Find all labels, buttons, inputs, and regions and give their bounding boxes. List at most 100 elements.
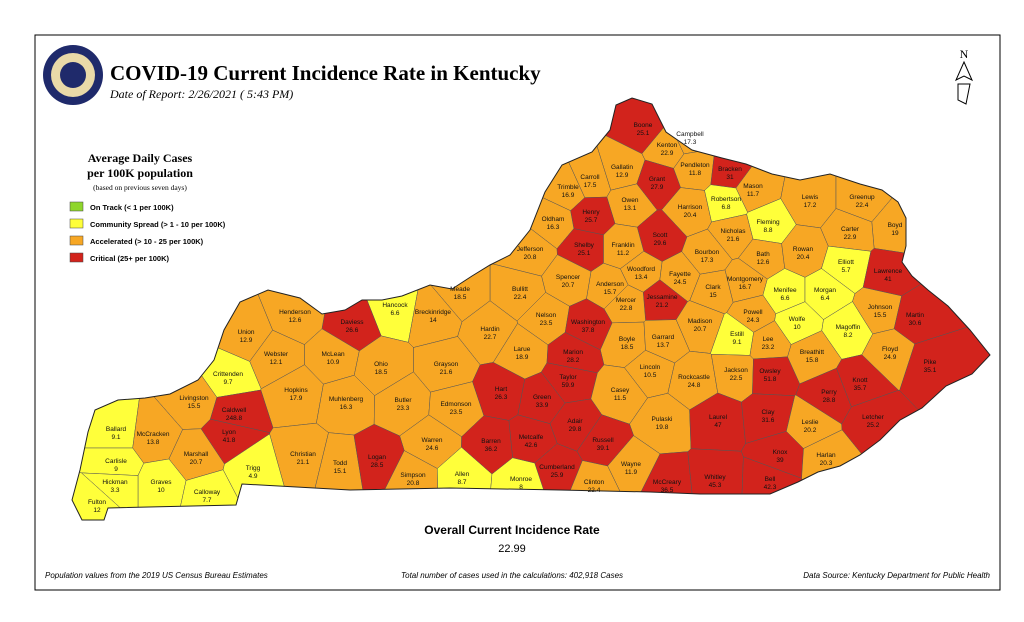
county-name: Harrison bbox=[678, 204, 703, 211]
county-name: Estill bbox=[730, 331, 744, 338]
county-value: 11.5 bbox=[614, 395, 627, 402]
county-name: Owen bbox=[622, 197, 639, 204]
county-name: Bell bbox=[765, 476, 776, 483]
footer-left: Population values from the 2019 US Censu… bbox=[45, 571, 268, 580]
county-name: Wayne bbox=[621, 461, 641, 468]
county-value: 13.8 bbox=[147, 439, 160, 446]
county-value: 29.6 bbox=[654, 240, 667, 247]
county bbox=[137, 458, 187, 520]
county-name: Hickman bbox=[102, 479, 128, 486]
county-value: 28.2 bbox=[567, 357, 580, 364]
county-name: Boyle bbox=[619, 336, 636, 343]
county-value: 9.1 bbox=[732, 339, 741, 346]
county-name: Hart bbox=[495, 386, 507, 393]
county-name: Menifee bbox=[773, 287, 797, 294]
county-name: Jefferson bbox=[517, 246, 544, 253]
county-name: Fulton bbox=[88, 499, 106, 506]
legend-label: Critical (25+ per 100K) bbox=[90, 254, 169, 263]
county-value: 23.5 bbox=[540, 320, 553, 327]
county-name: Trimble bbox=[557, 184, 579, 191]
county bbox=[72, 193, 142, 449]
county-name: Lawrence bbox=[874, 268, 903, 275]
county-name: Adair bbox=[567, 418, 583, 425]
county-value: 25.9 bbox=[551, 472, 564, 479]
county-value: 6.8 bbox=[721, 204, 730, 211]
county-value: 15.5 bbox=[188, 403, 201, 410]
county-value: 41 bbox=[884, 276, 892, 283]
county-name: Johnson bbox=[868, 304, 893, 311]
county-value: 22.9 bbox=[661, 150, 674, 157]
county-value: 14 bbox=[429, 317, 437, 324]
county-value: 23.3 bbox=[397, 405, 410, 412]
county-value: 16.3 bbox=[547, 224, 560, 231]
county-value: 11.9 bbox=[625, 469, 638, 476]
summary-value: 22.99 bbox=[498, 543, 526, 555]
county-name: Powell bbox=[743, 309, 763, 316]
county-value: 24.6 bbox=[426, 445, 439, 452]
county-name: Edmonson bbox=[440, 401, 471, 408]
legend-label: On Track (< 1 per 100K) bbox=[90, 203, 174, 212]
county-name: Robertson bbox=[711, 196, 741, 203]
county-name: Bourbon bbox=[695, 249, 720, 256]
county-name: Casey bbox=[611, 387, 630, 394]
county-name: Garrard bbox=[652, 334, 675, 341]
county-name: Boone bbox=[634, 122, 653, 129]
county-labels: Boone25.1Kenton22.9Campbell17.3Gallatin1… bbox=[88, 122, 937, 514]
county-value: 20.4 bbox=[684, 212, 697, 219]
county-value: 10.9 bbox=[327, 359, 340, 366]
county-value: 20.3 bbox=[820, 460, 833, 467]
county-name: Bath bbox=[756, 251, 770, 258]
county-value: 28.5 bbox=[371, 462, 384, 469]
county-name: Shelby bbox=[574, 242, 595, 249]
legend-label: Community Spread (> 1 - 10 per 100K) bbox=[90, 220, 226, 229]
county-name: Grant bbox=[649, 176, 665, 183]
county-name: Cumberland bbox=[539, 464, 575, 471]
county-name: Owsley bbox=[759, 368, 781, 375]
county-name: Butler bbox=[395, 397, 413, 404]
county-value: 17.3 bbox=[684, 139, 697, 146]
county-value: 248.8 bbox=[226, 415, 243, 422]
county bbox=[376, 98, 491, 323]
county-value: 10.5 bbox=[644, 372, 657, 379]
county-value: 22.9 bbox=[844, 234, 857, 241]
county-value: 15.7 bbox=[604, 289, 617, 296]
county-value: 9.1 bbox=[111, 434, 120, 441]
county-name: Harlan bbox=[816, 452, 836, 459]
county-value: 17.9 bbox=[290, 395, 303, 402]
county-value: 12.6 bbox=[289, 317, 302, 324]
county-value: 24.5 bbox=[674, 279, 687, 286]
county-name: Carlisle bbox=[105, 458, 127, 465]
county-name: Mason bbox=[743, 183, 763, 190]
county-name: McCreary bbox=[653, 479, 682, 486]
county-name: Perry bbox=[821, 389, 837, 396]
legend-note: (based on previous seven days) bbox=[93, 183, 187, 192]
county-value: 20.8 bbox=[524, 254, 537, 261]
county-name: Ohio bbox=[374, 361, 388, 368]
county-name: Madison bbox=[688, 318, 713, 325]
county-value: 21.6 bbox=[727, 236, 740, 243]
county-value: 26.3 bbox=[495, 394, 508, 401]
north-arrow: N bbox=[954, 47, 974, 105]
county-value: 30.6 bbox=[909, 320, 922, 327]
county bbox=[72, 447, 145, 476]
county-name: Knott bbox=[852, 377, 867, 384]
footer-right: Data Source: Kentucky Department for Pub… bbox=[803, 571, 990, 580]
county-value: 19 bbox=[891, 230, 899, 237]
county-name: Lee bbox=[763, 336, 774, 343]
county-name: Leslie bbox=[802, 419, 819, 426]
county-value: 39 bbox=[776, 457, 784, 464]
county-value: 13.1 bbox=[624, 205, 637, 212]
county-name: Carter bbox=[841, 226, 860, 233]
county-value: 17.5 bbox=[584, 182, 597, 189]
county-value: 9 bbox=[114, 466, 118, 473]
footer-center: Total number of cases used in the calcul… bbox=[401, 571, 623, 580]
county-name: Muhlenberg bbox=[329, 396, 364, 403]
county-name: Grayson bbox=[434, 361, 459, 368]
county-name: Breckinridge bbox=[415, 309, 452, 316]
county-name: Lewis bbox=[802, 194, 819, 201]
county-name: Webster bbox=[264, 351, 289, 358]
county-name: Crittenden bbox=[213, 371, 243, 378]
county-name: Pulaski bbox=[652, 416, 673, 423]
county-name: Barren bbox=[481, 438, 501, 445]
county-name: Breathitt bbox=[800, 349, 824, 356]
